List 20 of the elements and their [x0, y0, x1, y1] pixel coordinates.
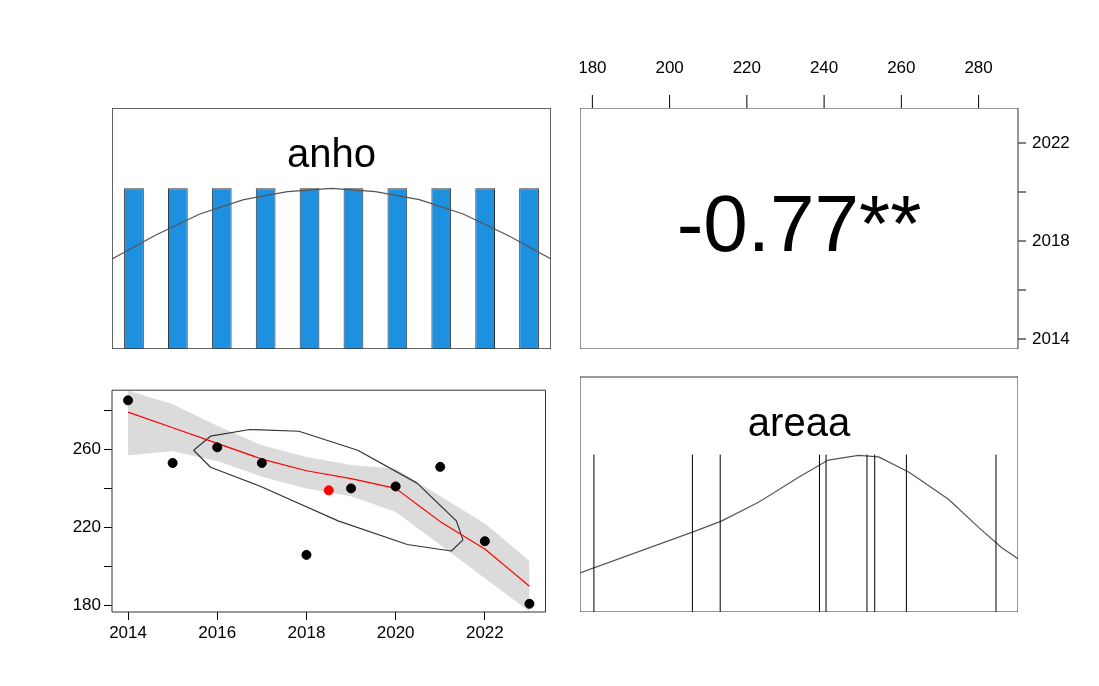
chart-title: anho: [287, 131, 376, 176]
x-tick-label: 260: [887, 57, 916, 77]
x-tick-label: 2018: [287, 622, 326, 642]
text: 2022: [1032, 132, 1070, 152]
x-tick-label: 240: [809, 57, 839, 77]
x-tick-label: 220: [732, 57, 762, 77]
x-tick-label: 2022: [465, 622, 504, 642]
x-tick-label: 2014: [109, 622, 147, 642]
y-tick-label: 260: [72, 438, 101, 458]
x-tick-label: 2016: [198, 622, 237, 642]
x-tick-label: 2020: [376, 622, 415, 642]
y-tick-label: 180: [72, 595, 101, 615]
x-tick-label: 180: [578, 57, 607, 77]
x-tick-label: 200: [655, 57, 684, 77]
x-tick-label: 280: [964, 57, 993, 77]
text: -0.77**: [676, 178, 922, 268]
chart-title: areaa: [747, 400, 851, 445]
text: 2018: [1032, 230, 1070, 250]
y-tick-label: 220: [72, 517, 101, 537]
text: 2014: [1032, 328, 1070, 348]
